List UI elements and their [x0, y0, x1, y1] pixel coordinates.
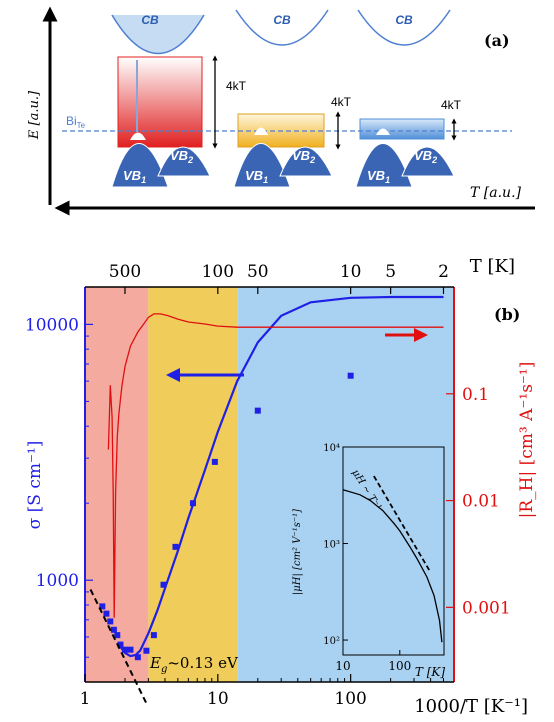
x-tick-label: 1 — [80, 689, 91, 709]
kt-label-3: 4kT — [441, 98, 462, 112]
conduction-band-3 — [357, 9, 451, 46]
vb2-label-3: VB2 — [414, 148, 437, 165]
top-tick-label: 50 — [247, 262, 269, 282]
panel-a-temperature-axis-label: T [a.u.] — [470, 185, 522, 201]
kt-label-2: 4kT — [331, 95, 352, 109]
kt-label-1: 4kT — [226, 79, 247, 93]
right-tick-label: 0.001 — [462, 598, 511, 618]
vb-set-2: VB1 VB2 — [233, 127, 333, 188]
vb-set-1: VB1 VB2 — [111, 132, 211, 188]
inset-xlabel: T [K] — [415, 665, 445, 679]
panel-b-ticks: 1 10 100 500 100 50 10 5 2 1000 10000 0.001 0.01 0.1 — [25, 262, 511, 709]
inset-slope-guide — [373, 475, 432, 574]
sigma-point — [107, 618, 114, 625]
valence-band-2-3 — [401, 146, 455, 177]
sigma-point — [134, 654, 141, 661]
sigma-point — [103, 610, 110, 617]
inset-x-tick-label: 10 — [335, 659, 350, 673]
inset-y-tick-label: 10⁴ — [323, 443, 340, 454]
sigma-point — [114, 632, 121, 639]
sigma-point — [127, 646, 134, 653]
hall-coefficient-line — [107, 313, 444, 618]
inset-ylabel: |μH| [cm² V⁻¹s⁻¹] — [292, 509, 303, 595]
valence-band-1-1 — [111, 143, 169, 188]
sigma-point — [172, 543, 179, 550]
top-tick-label: 100 — [202, 262, 234, 282]
vb2-label-1: VB2 — [170, 148, 193, 165]
inset-x-tick-label: 100 — [388, 659, 411, 673]
valence-band-2-1 — [157, 146, 211, 177]
sigma-point — [117, 641, 124, 648]
right-tick-label: 0.01 — [462, 492, 500, 512]
x-tick-label: 100 — [334, 689, 366, 709]
panel-a: E [a.u.] T [a.u.] (a) BiTe CB CB CB VB — [27, 6, 535, 216]
cb-label-3: CB — [395, 13, 413, 27]
x-tick-label: 10 — [207, 689, 229, 709]
right-tick-label: 0.1 — [462, 385, 489, 405]
panel-b-label: (b) — [494, 305, 520, 324]
sigma-point — [150, 632, 157, 639]
region-1 — [85, 287, 149, 682]
cb-group-1: CB — [111, 13, 205, 55]
vb1-label-3: VB1 — [367, 168, 390, 185]
panel-b-data — [89, 295, 444, 704]
left-tick-label: 10000 — [25, 315, 79, 335]
sigma-arrow-head — [166, 368, 180, 382]
left-tick-label: 1000 — [36, 571, 79, 591]
cb-group-2: CB — [235, 9, 329, 46]
bandgap-fit-line — [89, 589, 148, 704]
inset-data: 10 100 10² 10³ 10⁴ — [323, 443, 443, 673]
rh-arrow-head — [414, 328, 428, 342]
top-axis-title: T [K] — [470, 256, 515, 277]
cb-label-1: CB — [141, 13, 159, 27]
inset-frame — [342, 446, 445, 656]
valence-band-2-2 — [279, 146, 333, 177]
left-axis-title: σ [S cm⁻¹] — [25, 441, 45, 530]
temperature-regions — [85, 287, 454, 682]
top-tick-label: 2 — [438, 262, 449, 282]
inset-mobility-line — [342, 489, 443, 643]
thermal-window-hot — [117, 56, 203, 148]
vb2-label-2: VB2 — [292, 148, 315, 165]
sigma-point — [110, 626, 117, 633]
valence-band-1-3 — [355, 143, 413, 188]
sigma-point — [99, 603, 106, 610]
right-axis-title: |R_H| [cm³ A⁻¹s⁻¹] — [517, 362, 537, 519]
top-tick-label: 500 — [109, 262, 141, 282]
cb-label-2: CB — [273, 13, 291, 27]
sigma-point — [121, 646, 128, 653]
top-tick-label: 5 — [385, 262, 396, 282]
cb-group-3: CB — [357, 9, 451, 46]
thermal-window-cold — [359, 118, 445, 140]
sigma-point — [254, 407, 261, 414]
region-3 — [237, 287, 454, 682]
inset-y-tick-label: 10² — [323, 636, 340, 647]
vb1-label-1: VB1 — [123, 168, 146, 185]
region-2 — [148, 287, 238, 682]
bottom-axis-title: 1000/T [K⁻¹] — [414, 696, 528, 717]
top-tick-label: 10 — [340, 262, 362, 282]
panel-a-label: (a) — [484, 31, 510, 50]
sigma-point — [347, 372, 354, 379]
vb1-label-2: VB1 — [245, 168, 268, 185]
sigma-point — [160, 581, 167, 588]
defect-level-label: BiTe — [66, 114, 86, 130]
sigma-model-line — [118, 295, 444, 658]
sigma-point — [211, 458, 218, 465]
sigma-point — [143, 647, 150, 654]
conduction-band-2 — [235, 9, 329, 46]
valence-band-1-2 — [233, 143, 291, 188]
conduction-band-1 — [111, 14, 205, 55]
vb-set-3: VB1 VB2 — [355, 128, 455, 188]
inset-y-tick-label: 10³ — [323, 540, 340, 551]
bandgap-label: Eg~0.13 eV — [149, 654, 239, 675]
panel-a-energy-axis-label: E [a.u.] — [27, 90, 42, 140]
